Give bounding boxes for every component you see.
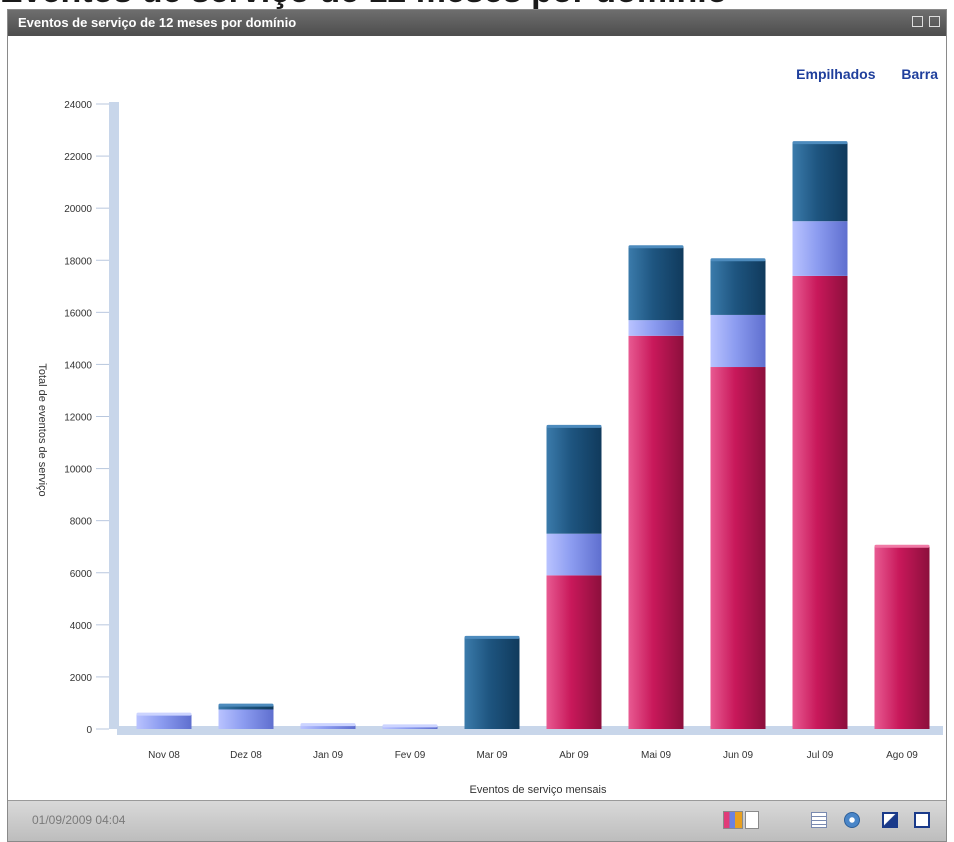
x-tick-label: Nov 08 (148, 750, 180, 761)
chart-area: Empilhados Barra (8, 36, 946, 802)
bar-segment[interactable] (218, 709, 274, 729)
table-icon[interactable] (745, 811, 759, 829)
bar-segment[interactable] (792, 143, 848, 222)
bar-segment[interactable] (628, 320, 684, 336)
bar-cap (382, 724, 438, 728)
bar-segment[interactable] (300, 725, 356, 729)
x-tick-label: Mai 09 (641, 750, 671, 761)
open-icon[interactable] (882, 812, 898, 828)
y-axis-rail (109, 102, 119, 729)
bar-cap (628, 245, 684, 249)
timestamp: 01/09/2009 04:04 (32, 813, 126, 827)
list-icon[interactable] (811, 812, 827, 828)
bar-segment[interactable] (464, 637, 520, 729)
bar-cap (464, 635, 520, 639)
bar-view-link[interactable]: Barra (901, 66, 938, 82)
y-axis-label: Total de eventos de serviço (36, 363, 48, 496)
bar-cap (710, 258, 766, 262)
bar-segment[interactable] (792, 275, 848, 729)
y-tick-label: 4000 (70, 621, 93, 632)
y-tick-label: 6000 (70, 569, 93, 580)
bar-cap (136, 712, 192, 716)
bar-chart-icon[interactable] (723, 811, 743, 829)
bar-segment[interactable] (382, 726, 438, 729)
bar-cap (792, 141, 848, 145)
bars (136, 141, 930, 729)
y-tick-label: 2000 (70, 673, 93, 684)
bar-segment[interactable] (546, 533, 602, 576)
y-tick-label: 0 (86, 725, 92, 736)
bar-segment[interactable] (546, 426, 602, 534)
bar-segment[interactable] (136, 714, 192, 729)
refresh-icon[interactable] (844, 812, 860, 828)
y-tick-label: 18000 (64, 256, 92, 267)
stacked-view-link[interactable]: Empilhados (796, 66, 876, 82)
stacked-bar-chart: 0 2000 4000 6000 8000 10000 12000 14000 16000 180… (36, 100, 943, 796)
x-tick-label: Dez 08 (230, 750, 262, 761)
x-tick-label: Jul 09 (807, 750, 834, 761)
maximize-icon[interactable] (912, 16, 923, 27)
bar-segment[interactable] (710, 260, 766, 315)
y-tick-label: 24000 (64, 100, 92, 111)
bar-cap (300, 723, 356, 727)
x-axis-rail (117, 726, 943, 735)
x-tick-label: Abr 09 (559, 750, 589, 761)
y-tick-label: 10000 (64, 465, 92, 476)
y-tick-label: 12000 (64, 413, 92, 424)
bar-segment[interactable] (710, 314, 766, 368)
bar-segment[interactable] (792, 221, 848, 276)
x-tick-label: Jan 09 (313, 750, 343, 761)
bar-segment[interactable] (546, 575, 602, 729)
y-tick-label: 16000 (64, 308, 92, 319)
chart-panel: Eventos de serviço de 12 meses por domín… (7, 9, 947, 842)
help-icon[interactable] (914, 812, 930, 828)
panel-titlebar: Eventos de serviço de 12 meses por domín… (8, 10, 946, 36)
panel-title: Eventos de serviço de 12 meses por domín… (18, 15, 297, 30)
x-axis-label: Eventos de serviço mensais (470, 784, 607, 796)
x-axis: Nov 08 Dez 08 Jan 09 Fev 09 Mar 09 Abr 09 Mai … (117, 726, 943, 761)
y-tick-label: 8000 (70, 517, 93, 528)
bar-cap (874, 544, 930, 548)
bar-segment[interactable] (874, 546, 930, 729)
bar-segment[interactable] (628, 247, 684, 321)
y-axis: 0 2000 4000 6000 8000 10000 12000 14000 16000 180… (64, 100, 119, 736)
bar-segment[interactable] (628, 335, 684, 729)
y-tick-label: 20000 (64, 204, 92, 215)
view-options: Empilhados Barra (774, 66, 938, 82)
y-tick-label: 14000 (64, 360, 92, 371)
bar-cap (218, 703, 274, 707)
x-tick-label: Fev 09 (395, 750, 426, 761)
y-tick-label: 22000 (64, 152, 92, 163)
x-tick-label: Ago 09 (886, 750, 918, 761)
restore-icon[interactable] (929, 16, 940, 27)
x-tick-label: Jun 09 (723, 750, 753, 761)
x-tick-label: Mar 09 (476, 750, 508, 761)
panel-footer: 01/09/2009 04:04 (8, 800, 946, 841)
page-heading: Eventos de serviço de 12 meses por domín… (0, 0, 954, 9)
bar-segment[interactable] (218, 705, 274, 710)
bar-segment[interactable] (710, 367, 766, 729)
bar-cap (546, 424, 602, 428)
